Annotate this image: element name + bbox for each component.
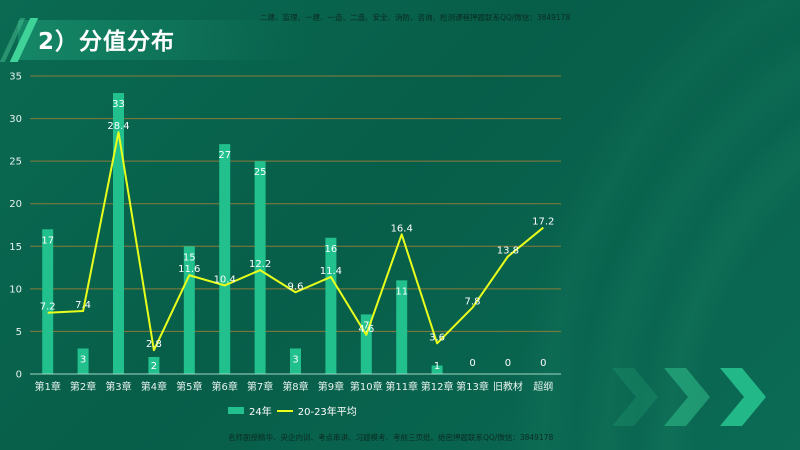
bar-value-label: 1 — [434, 361, 440, 372]
legend-bar-swatch — [228, 407, 244, 414]
x-tick-label: 第13章 — [456, 380, 489, 393]
x-tick-label: 第3章 — [105, 380, 131, 393]
line-value-label: 11.4 — [320, 266, 342, 277]
x-tick-label: 第5章 — [176, 380, 202, 393]
x-tick-label: 第2章 — [70, 380, 96, 393]
x-tick-label: 超纲 — [533, 380, 553, 393]
line-value-label: 17.2 — [532, 217, 554, 228]
bar — [42, 229, 54, 374]
y-tick-label: 25 — [9, 157, 22, 168]
line-value-labels: 7.2 7.4 28.4 2.8 11.6 10.4 12.2 9.6 11.4 4.6 16.4 3… — [40, 121, 555, 350]
bar-value-label: 7 — [363, 320, 369, 331]
chevron-right-icon — [720, 368, 766, 426]
line-value-label: 7.2 — [40, 302, 56, 313]
y-tick-label: 5 — [16, 327, 22, 338]
bar-value-label: 0 — [469, 358, 475, 369]
line-value-label: 11.6 — [178, 264, 200, 275]
line-value-label: 3.6 — [429, 332, 445, 343]
avg-line — [47, 131, 544, 352]
x-tick-label: 第8章 — [282, 380, 308, 393]
y-tick-label: 20 — [9, 199, 22, 210]
top-watermark-note: 二建、监理、一建、一造、二造、安全、消防、咨询、检测课程押题联系QQ/微信：38… — [260, 13, 571, 22]
legend-line-swatch — [276, 409, 293, 412]
x-tick-label: 第1章 — [35, 380, 61, 393]
x-tick-label: 第9章 — [318, 380, 344, 393]
bar-value-label: 33 — [112, 99, 125, 110]
x-tick-label: 第12章 — [421, 380, 454, 393]
line-value-label: 7.4 — [75, 300, 91, 311]
bar-value-label: 3 — [80, 354, 86, 365]
bar-value-label: 0 — [505, 358, 511, 369]
bar-value-label: 17 — [41, 235, 54, 246]
bar — [325, 237, 337, 374]
bar-value-label: 27 — [218, 150, 231, 161]
chevron-right-icon — [612, 368, 658, 426]
line-value-label: 13.8 — [497, 246, 519, 257]
bar — [219, 144, 231, 374]
x-tick-label: 第7章 — [247, 380, 273, 393]
y-tick-label: 35 — [9, 72, 22, 83]
bar-value-label: 2 — [151, 361, 157, 372]
bar — [183, 246, 195, 374]
x-tick-label: 第11章 — [385, 380, 418, 393]
line-value-label: 10.4 — [214, 274, 236, 285]
bar-value-label: 25 — [254, 167, 267, 178]
bar-series-24 — [42, 93, 443, 375]
bar — [148, 356, 160, 374]
y-tick-label: 15 — [9, 242, 22, 253]
bottom-watermark-note: 名师面授精华、央企内训、考点串讲、习题模考、考前三页纸、绝密押题联系QQ/微信：… — [228, 433, 554, 442]
bar — [360, 314, 372, 374]
bar — [254, 161, 266, 374]
x-axis-ticks: 第1章 第2章 第3章 第4章 第5章 第6章 第7章 第8章 第9章 第10章 第11章 第12章第… — [35, 380, 554, 393]
x-tick-label: 第4章 — [141, 380, 167, 393]
bar — [113, 93, 124, 375]
bar-value-label: 0 — [540, 358, 546, 369]
line-value-label: 9.6 — [288, 281, 304, 292]
line-value-label: 28.4 — [107, 121, 129, 132]
x-tick-label: 第6章 — [212, 380, 238, 393]
title-banner — [18, 20, 318, 60]
slide-title: 2）分值分布 — [38, 29, 176, 55]
line-value-label: 12.2 — [249, 259, 271, 270]
legend-bar-label: 24年 — [249, 407, 272, 418]
line-value-label: 16.4 — [391, 223, 413, 234]
bar — [290, 348, 301, 374]
line-value-label: 2.8 — [146, 339, 162, 350]
legend-line-label: 20-23年平均 — [297, 407, 357, 418]
chart-legend: 24年 20-23年平均 — [228, 403, 357, 418]
x-tick-label: 旧教材 — [493, 380, 523, 393]
x-tick-label: 第10章 — [350, 380, 383, 393]
chevron-right-icon — [664, 368, 710, 426]
y-tick-label: 30 — [9, 114, 22, 125]
line-value-label: 4.6 — [358, 324, 374, 335]
y-tick-label: 0 — [16, 370, 22, 381]
bar-value-label: 15 — [183, 252, 196, 263]
bar — [431, 365, 443, 374]
y-axis-ticks: 0 5 10 15 20 25 30 35 — [9, 72, 22, 381]
line-value-label: 7.8 — [465, 297, 481, 308]
bar-value-label: 3 — [292, 354, 298, 365]
bar — [77, 348, 89, 374]
bar-value-label: 16 — [325, 244, 338, 255]
y-tick-label: 10 — [9, 284, 22, 295]
bar — [396, 280, 408, 374]
line-series-avg — [47, 131, 544, 352]
bar-value-label: 11 — [395, 286, 408, 297]
